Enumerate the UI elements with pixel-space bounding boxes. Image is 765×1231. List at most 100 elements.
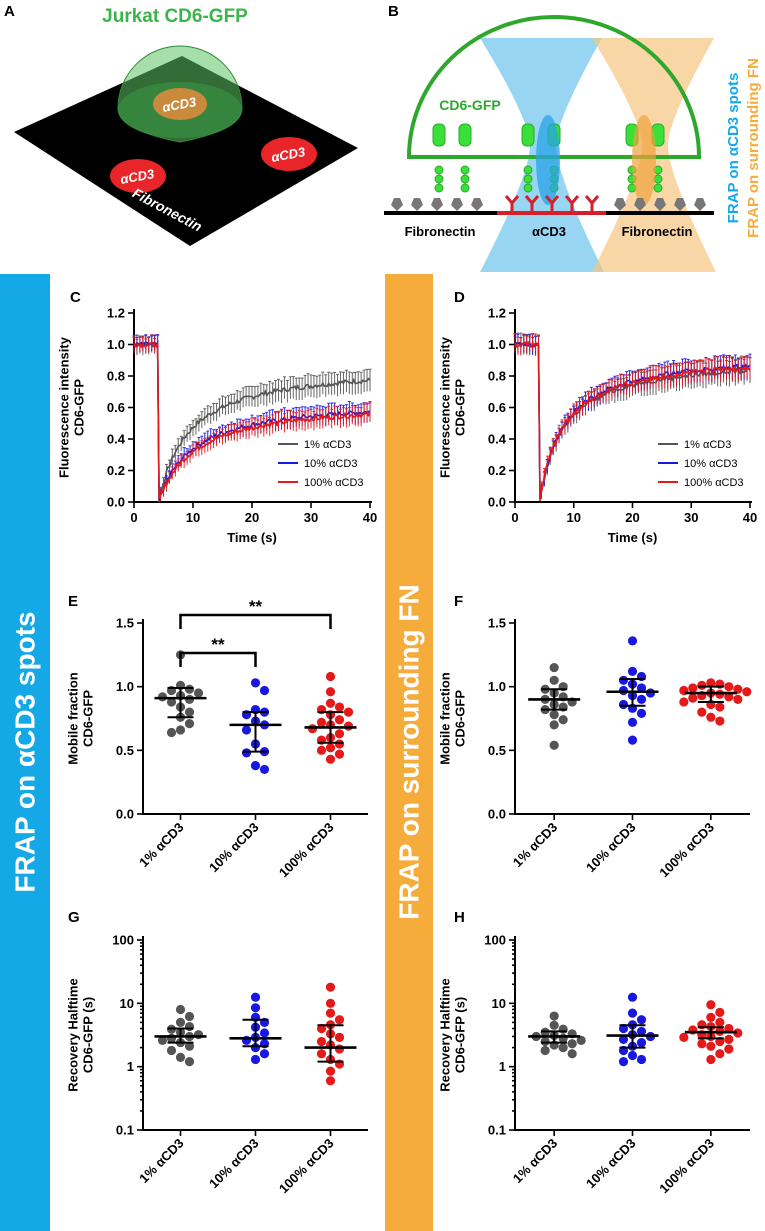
panel-a: A Jurkat CD6-GFP αCD3 αCD3 Fibronectin α…	[4, 3, 358, 246]
data-point	[724, 1034, 734, 1044]
y-tick-label: 0.8	[488, 369, 506, 384]
antibody-spot	[261, 137, 317, 171]
x-tick-label: 0	[511, 510, 518, 525]
x-tick-label: 10% αCD3	[206, 1136, 262, 1192]
x-tick-label: 30	[684, 510, 698, 525]
banner-left	[0, 274, 50, 1231]
x-tick-label: 100% αCD3	[276, 1136, 337, 1197]
data-point	[618, 1034, 629, 1044]
data-point	[549, 662, 559, 673]
data-point	[679, 697, 689, 707]
x-tick-label: 1% αCD3	[510, 1136, 560, 1186]
data-point	[259, 685, 270, 696]
data-point	[250, 1003, 261, 1013]
spot-label: αCD3	[161, 94, 198, 115]
data-point	[549, 675, 559, 685]
x-axis-label: Time (s)	[227, 530, 277, 545]
x-tick-label: 20	[625, 510, 639, 525]
data-point	[166, 1033, 177, 1043]
y-axis-label: Mobile fraction	[66, 672, 81, 765]
y-tick-label: 0.4	[488, 432, 507, 447]
x-tick-label: 100% αCD3	[656, 820, 717, 881]
data-point	[334, 749, 345, 759]
y-tick-label: 1.0	[488, 337, 506, 352]
y-tick-label: 10	[120, 996, 134, 1011]
data-point	[558, 1043, 568, 1053]
data-point	[567, 1039, 577, 1049]
data-point	[334, 739, 345, 749]
y-tick-label: 1.0	[116, 679, 134, 694]
data-point	[334, 1032, 345, 1042]
y-axis-label: CD6-GFP (s)	[453, 997, 468, 1073]
data-point	[250, 992, 261, 1002]
y-tick-label: 1	[499, 1059, 506, 1074]
data-point	[715, 1049, 725, 1059]
cell-label: Jurkat CD6-GFP	[102, 6, 248, 27]
banner-right	[385, 274, 433, 1231]
region-label-fibronectin: Fibronectin	[622, 224, 693, 239]
y-tick-label: 0.6	[488, 400, 506, 415]
x-tick-label: 10% αCD3	[583, 820, 639, 876]
data-point	[166, 727, 177, 738]
panel-letter: C	[70, 289, 81, 306]
data-point	[627, 735, 638, 745]
y-tick-label: 0.5	[116, 743, 134, 758]
y-axis-label: CD6-GFP	[72, 379, 87, 436]
axes	[514, 309, 752, 503]
data-point	[627, 1008, 638, 1018]
data-point	[688, 683, 698, 693]
data-point	[688, 693, 698, 703]
data-point	[706, 1054, 716, 1065]
data-point	[549, 1011, 559, 1021]
data-point	[733, 1028, 743, 1038]
error-bars-100CD3	[513, 332, 752, 499]
y-tick-label: 10	[492, 996, 506, 1011]
data-point	[558, 715, 568, 725]
data-point	[724, 682, 734, 692]
y-tick-label: 0.8	[107, 369, 125, 384]
data-point	[316, 745, 327, 755]
antibody-spot-under-cell	[153, 88, 207, 120]
x-tick-label: 10% αCD3	[583, 1136, 639, 1192]
data-point	[618, 675, 629, 685]
panel-letter: E	[68, 593, 78, 610]
y-tick-label: 0.2	[107, 463, 125, 478]
y-tick-label: 0.1	[488, 1123, 506, 1138]
data-point	[558, 1033, 568, 1043]
chart-g: G 0.1 1 10 100 Recovery Halftime CD6-GFP (s) 1%…	[66, 909, 368, 1197]
data-point	[715, 1017, 725, 1027]
data-point	[697, 707, 707, 717]
data-point	[175, 725, 186, 735]
data-point	[549, 740, 559, 750]
legend-label: 100% αCD3	[304, 477, 364, 489]
data-point	[157, 1035, 168, 1045]
data-point	[618, 699, 629, 710]
data-point	[540, 1036, 550, 1047]
y-axis-label: Mobile fraction	[438, 672, 453, 765]
antibody-spot	[110, 159, 166, 193]
data-point	[549, 1020, 559, 1030]
y-tick-label: 1.0	[488, 679, 506, 694]
data-point	[316, 1049, 327, 1059]
x-tick-label: 10	[186, 510, 200, 525]
region-label-acd3: αCD3	[532, 224, 566, 239]
significance-label: **	[249, 597, 263, 616]
data-point	[325, 998, 336, 1008]
data-point	[742, 687, 752, 697]
x-tick-label: 0	[130, 510, 137, 525]
data-point	[618, 1057, 629, 1067]
data-point	[175, 1052, 186, 1063]
y-tick-label: 1.5	[488, 616, 506, 631]
data-point	[636, 1037, 647, 1048]
side-label-frap-spots: FRAP on αCD3 spots	[725, 73, 742, 224]
chart-d: D 0.0 0.2 0.4 0.6 0.8 1.0 1.2 0 10 20 30 40 Time (s) F…	[438, 289, 758, 545]
y-tick-label: 0.2	[488, 463, 506, 478]
data-point	[733, 694, 743, 705]
x-tick-label: 20	[245, 510, 259, 525]
data-point	[576, 1035, 586, 1045]
orange-focus	[632, 115, 656, 205]
region-label-fibronectin: Fibronectin	[405, 224, 476, 239]
data-point	[259, 1028, 270, 1038]
y-tick-label: 1.0	[107, 337, 125, 352]
